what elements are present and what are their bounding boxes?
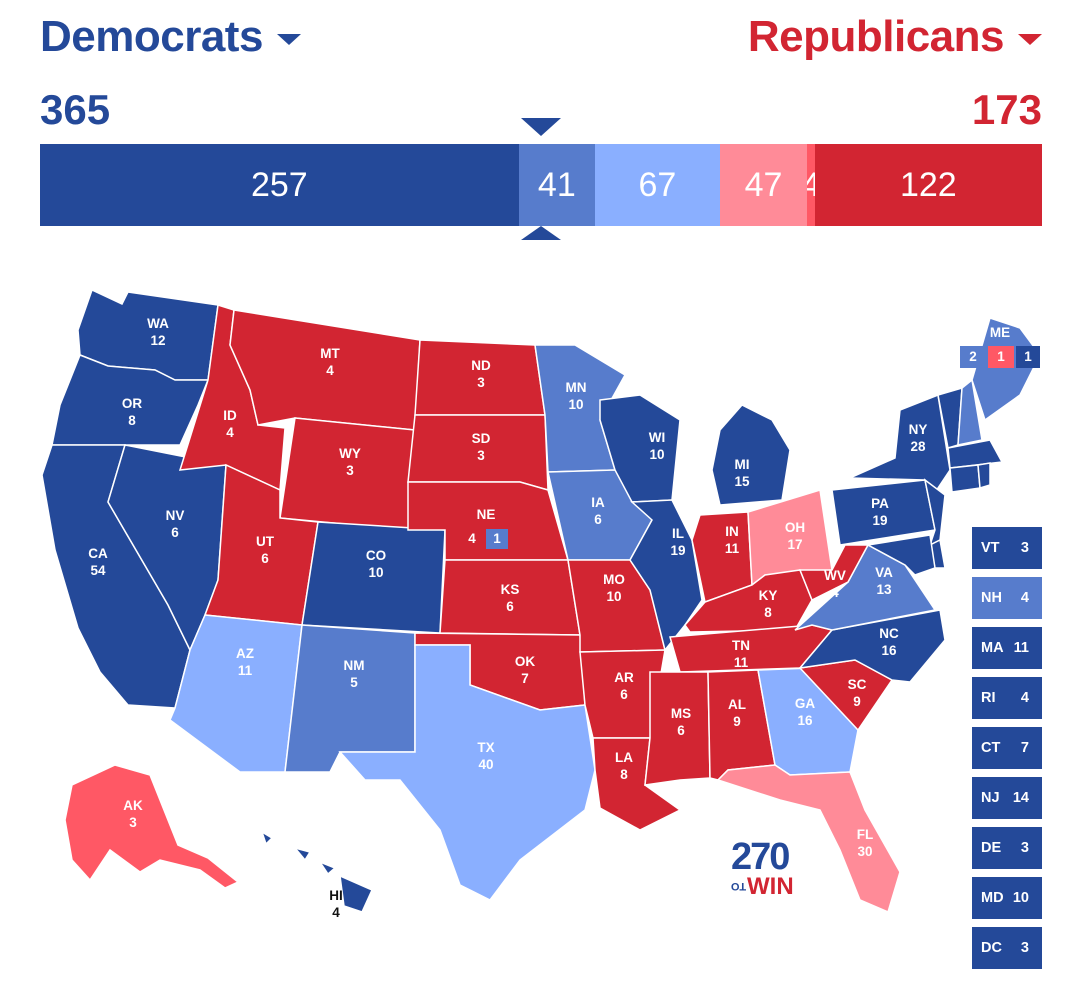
state-sd[interactable] (407, 414, 549, 492)
me-district-2-box[interactable] (988, 346, 1014, 368)
small-state-ev: 4 (1020, 590, 1029, 606)
tally-segment: 122 (814, 144, 1042, 226)
state-ak[interactable] (64, 764, 240, 889)
small-state-ma[interactable]: MA 11 (972, 627, 1042, 669)
small-state-ev: 10 (1012, 890, 1029, 906)
state-ri[interactable] (977, 462, 991, 489)
270towin-logo: 270 TO WIN (731, 838, 803, 900)
state-md[interactable] (865, 534, 936, 576)
democrats-dropdown[interactable]: Democrats (40, 12, 301, 62)
republicans-total: 173 (971, 86, 1042, 133)
state-label-ev: 4 (332, 905, 340, 920)
state-ct[interactable] (949, 464, 981, 493)
ne-district-2-box[interactable] (486, 529, 508, 549)
state-ks[interactable] (439, 559, 581, 636)
small-state-ct[interactable]: CT 7 (972, 727, 1042, 769)
tally-segment: 47 (719, 144, 808, 226)
democrats-total: 365 (40, 86, 111, 133)
me-at-large-box[interactable] (960, 346, 986, 368)
small-state-nj[interactable]: NJ 14 (972, 777, 1042, 819)
tally-segment: 257 (40, 144, 519, 226)
270-marker-top-icon (521, 118, 561, 136)
270-marker-bottom-icon (521, 226, 561, 240)
small-state-abbr: VT (981, 540, 1000, 556)
state-wy[interactable] (279, 417, 416, 531)
state-label-abbr: HI (329, 888, 343, 903)
small-state-abbr: NJ (981, 790, 1000, 806)
democrats-label: Democrats (40, 12, 263, 61)
small-state-ev: 3 (1020, 540, 1029, 556)
small-state-vt[interactable]: VT 3 (972, 527, 1042, 569)
small-state-de[interactable]: DE 3 (972, 827, 1042, 869)
small-state-nh[interactable]: NH 4 (972, 577, 1042, 619)
state-nh[interactable] (957, 378, 983, 446)
small-state-ev: 14 (1012, 790, 1029, 806)
state-me[interactable] (971, 317, 1041, 422)
small-state-abbr: RI (981, 690, 996, 706)
me-district-1-box[interactable] (1016, 346, 1040, 368)
republicans-dropdown[interactable]: Republicans (748, 12, 1042, 62)
logo-270: 270 (731, 836, 790, 878)
state-or[interactable] (51, 354, 210, 446)
logo-to: TO (731, 880, 747, 892)
small-state-ev: 11 (1013, 640, 1029, 656)
republicans-label: Republicans (747, 12, 1005, 61)
small-state-md[interactable]: MD 10 (972, 877, 1042, 919)
state-fl[interactable] (716, 764, 901, 914)
small-state-ri[interactable]: RI 4 (972, 677, 1042, 719)
small-state-ev: 3 (1020, 940, 1029, 956)
small-state-dc[interactable]: DC 3 (972, 927, 1042, 969)
small-state-abbr: NH (981, 590, 1002, 606)
tally-segment: 41 (518, 144, 595, 226)
chevron-down-icon (1018, 33, 1042, 45)
state-pa[interactable] (831, 479, 936, 546)
state-nd[interactable] (414, 339, 546, 416)
state-ms[interactable] (644, 671, 711, 786)
state-hi[interactable] (260, 830, 373, 913)
logo-win: WIN (747, 873, 794, 900)
small-state-abbr: DE (981, 840, 1002, 856)
state-mt[interactable] (229, 309, 421, 431)
small-state-ev: 4 (1020, 690, 1029, 706)
state-ma[interactable] (947, 439, 1004, 469)
chevron-down-icon (276, 33, 301, 45)
state-tx[interactable] (338, 644, 596, 901)
small-state-abbr: CT (981, 740, 1001, 756)
small-state-ev: 3 (1020, 840, 1029, 856)
electoral-tally-bar: 2574167474122 (40, 144, 1042, 226)
state-mi[interactable] (711, 404, 791, 506)
small-state-abbr: MD (981, 890, 1004, 906)
small-state-ev: 7 (1020, 740, 1029, 756)
small-state-abbr: MA (981, 640, 1004, 656)
tally-segment: 4 (807, 144, 815, 226)
tally-segment: 67 (595, 144, 720, 226)
small-state-abbr: DC (981, 940, 1002, 956)
state-co[interactable] (301, 521, 446, 634)
state-nm[interactable] (284, 624, 416, 773)
